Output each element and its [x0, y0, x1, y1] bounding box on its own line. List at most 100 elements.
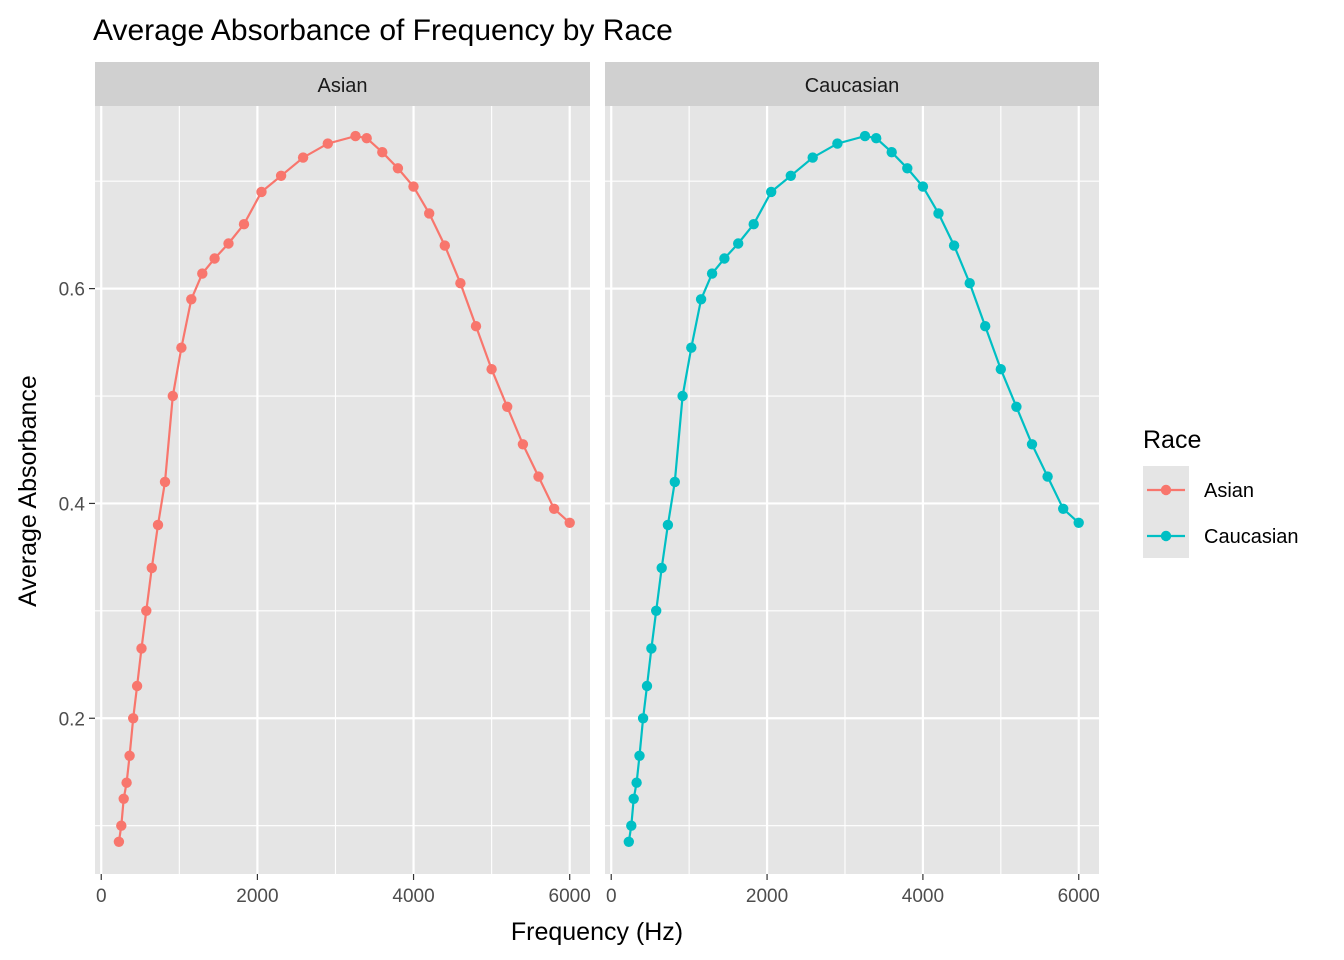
data-point [637, 713, 649, 724]
data-point [167, 390, 178, 402]
facet-strip-label: Asian [317, 75, 367, 97]
data-point [995, 364, 1006, 375]
data-point [871, 133, 882, 144]
data-point [209, 253, 220, 264]
data-point [677, 390, 688, 402]
data-point [1042, 471, 1053, 482]
data-point [748, 219, 759, 230]
plot-panel-background [605, 106, 1099, 874]
data-point [656, 562, 667, 574]
data-point [634, 750, 645, 761]
data-point [502, 401, 513, 412]
data-point [646, 643, 657, 654]
data-point [186, 294, 197, 305]
data-point [623, 836, 634, 847]
data-point [766, 186, 777, 198]
data-point [902, 163, 913, 174]
facet-strip [605, 62, 1099, 106]
data-point [564, 517, 575, 528]
data-point [1073, 517, 1084, 528]
data-point [455, 278, 466, 289]
data-point [152, 519, 164, 531]
data-point [361, 133, 372, 144]
data-point [439, 240, 450, 251]
plot-panel-background [95, 106, 590, 874]
x-tick-label: 0 [96, 886, 107, 907]
facet-panel-caucasian: Caucasian 0 2000 4000 6000 [605, 62, 1100, 907]
data-point [686, 342, 697, 353]
y-axis-title: Average Absorbance [14, 375, 42, 607]
data-point [238, 219, 250, 230]
data-point [719, 253, 730, 264]
legend-title: Race [1143, 426, 1201, 454]
facet-panel-asian: Asian 0 2000 4000 6000 [95, 62, 591, 907]
x-tick-label: 6000 [549, 886, 591, 907]
data-point [113, 836, 125, 847]
data-point [116, 820, 127, 831]
x-tick-label: 6000 [1058, 886, 1100, 907]
data-point [626, 820, 637, 831]
data-point [470, 321, 482, 332]
data-point [706, 268, 718, 279]
data-point [197, 268, 208, 279]
data-point [886, 147, 897, 158]
data-point [669, 476, 680, 488]
data-point [533, 471, 544, 482]
data-point [832, 138, 843, 149]
y-tick-label: 0.6 [59, 280, 85, 301]
series-line-asian [117, 134, 571, 842]
y-tick-label: 0.2 [59, 709, 85, 730]
facet-strip [95, 62, 590, 106]
legend: Race Asian Caucasian [1143, 426, 1299, 558]
data-point [628, 793, 639, 804]
data-point [695, 294, 707, 305]
data-point [486, 364, 497, 375]
legend-label-caucasian: Caucasian [1204, 526, 1299, 548]
legend-key-point [1160, 530, 1172, 542]
data-point [275, 170, 287, 181]
data-point [1026, 439, 1038, 450]
data-point [159, 476, 171, 488]
data-point [377, 147, 388, 158]
data-point [121, 777, 132, 788]
data-point [176, 342, 187, 353]
data-point [124, 750, 135, 761]
x-tick-label: 0 [606, 886, 617, 907]
x-tick-label: 4000 [902, 886, 944, 907]
data-point [408, 181, 419, 192]
data-point [662, 519, 674, 531]
chart-title: Average Absorbance of Frequency by Race [93, 14, 673, 47]
x-tick-label: 2000 [236, 886, 278, 907]
data-point [933, 208, 944, 219]
data-point [651, 605, 662, 616]
data-point [917, 181, 929, 192]
data-point [223, 238, 234, 249]
x-tick-label: 4000 [392, 886, 434, 907]
data-point [631, 777, 642, 788]
data-point [118, 793, 129, 804]
data-point [141, 605, 152, 616]
data-point [131, 680, 143, 692]
y-tick-label: 0.4 [59, 494, 86, 515]
legend-keys-background [1143, 466, 1189, 558]
data-point [424, 208, 435, 219]
data-point [350, 130, 361, 142]
data-point [256, 186, 267, 198]
data-point [641, 680, 653, 692]
facet-strip-label: Caucasian [805, 75, 900, 97]
data-point [733, 238, 744, 249]
x-axis-title: Frequency (Hz) [511, 918, 683, 946]
series-line-caucasian [627, 134, 1080, 842]
data-point [980, 321, 991, 332]
data-point [146, 562, 157, 574]
data-point [964, 278, 975, 289]
data-point [807, 152, 818, 163]
data-point [785, 170, 796, 181]
data-point [859, 130, 871, 142]
data-point [948, 240, 960, 251]
data-point [392, 163, 404, 174]
legend-label-asian: Asian [1204, 480, 1254, 502]
facet-panels: Asian 0 2000 4000 6000 Caucasian 0 2000 4000 6000 [95, 62, 1100, 907]
x-tick-label: 2000 [746, 886, 788, 907]
